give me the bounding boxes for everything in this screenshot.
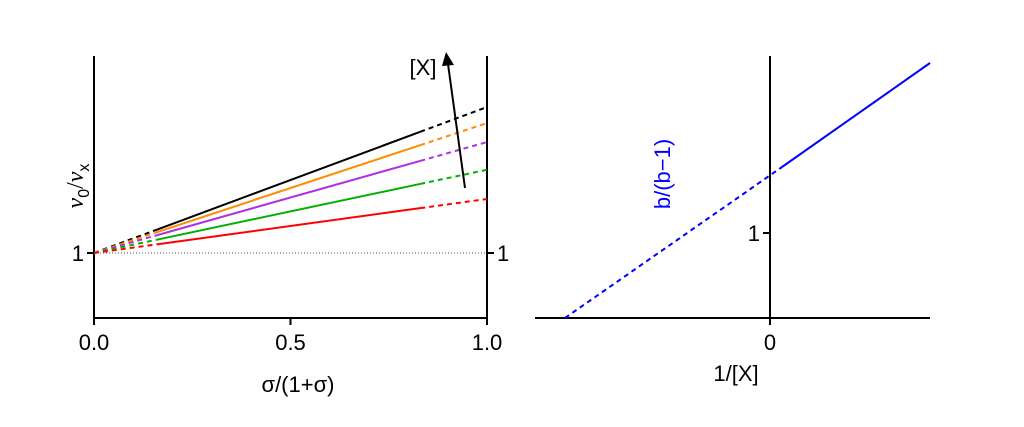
left-y-tick-label-1: 1: [72, 241, 84, 266]
series-2-dashed-end: [419, 141, 488, 162]
series-1-solid: [156, 144, 421, 234]
left-x-tick-label-1: 0.5: [275, 330, 306, 355]
series-4-dashed-start: [93, 243, 158, 254]
right-y-tick-label-1: 1: [748, 221, 760, 246]
svg-text:v0/vx: v0/vx: [63, 164, 93, 209]
right-chart: 1 0 1/[X] b/(b−1): [535, 56, 931, 386]
right-x-axis-label: 1/[X]: [713, 361, 758, 386]
right-x-tick-label-0: 0: [764, 330, 776, 355]
blue-line-solid: [781, 62, 931, 168]
series-3-dashed-end: [419, 168, 488, 185]
series-0-dashed-end: [419, 106, 488, 133]
series-2-solid: [156, 159, 421, 237]
blue-line-dashed: [564, 166, 783, 319]
left-chart: 0.0 0.5 1.0 1 1 σ/(1+σ) v0/vx [X]: [63, 52, 509, 397]
left-x-axis-label: σ/(1+σ): [261, 372, 334, 397]
left-series-group: [93, 106, 488, 254]
series-3-solid: [156, 182, 421, 241]
series-4-solid: [156, 207, 421, 246]
left-x-tick-label-2: 1.0: [472, 330, 503, 355]
series-1-dashed-end: [419, 122, 488, 147]
right-y-axis-label: b/(b−1): [650, 139, 675, 209]
left-x-tick-label-0: 0.0: [79, 330, 110, 355]
series-4-dashed-end: [420, 197, 488, 210]
arrow-annotation: [X]: [410, 55, 437, 80]
left-x-ticks: 0.0 0.5 1.0: [79, 318, 503, 355]
left-y-axis-label: v0/vx: [63, 164, 93, 209]
left-right-y-tick-label-1: 1: [497, 241, 509, 266]
increasing-x-arrow: [447, 63, 466, 189]
series-0-solid: [156, 130, 421, 231]
arrow-head-icon: [442, 52, 454, 66]
